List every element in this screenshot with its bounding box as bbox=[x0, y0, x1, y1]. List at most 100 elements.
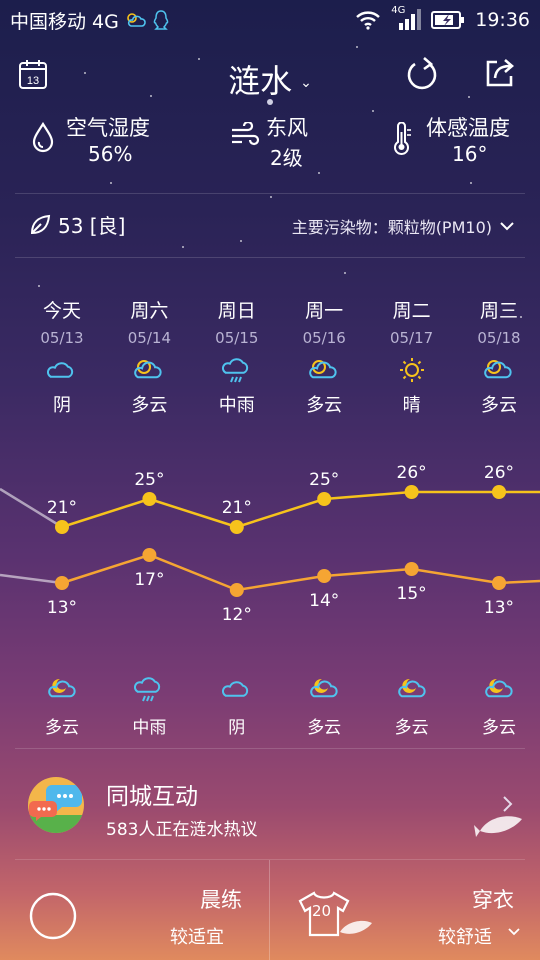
day-weather: 晴 bbox=[402, 395, 421, 416]
day-date: 05/14 bbox=[127, 329, 171, 347]
exercise-tile[interactable]: 晨练 较适宜 bbox=[0, 860, 269, 960]
fish-decoration-icon bbox=[474, 816, 522, 837]
metric-label: 东风 bbox=[266, 116, 308, 140]
share-button[interactable] bbox=[483, 56, 517, 94]
rain-icon bbox=[221, 358, 248, 383]
aqi-value: 53 [良] bbox=[58, 214, 126, 238]
clothing-title: 穿衣 bbox=[472, 888, 514, 912]
metric-label: 空气湿度 bbox=[66, 116, 150, 140]
wifi-icon bbox=[356, 11, 381, 30]
low-temp-line-point bbox=[142, 548, 157, 562]
chevron-right-icon bbox=[503, 796, 513, 812]
weather-status-icon bbox=[127, 13, 146, 27]
day-name: 周六 bbox=[130, 300, 169, 322]
day-weather: 阴 bbox=[53, 395, 71, 416]
refresh-icon bbox=[407, 57, 437, 90]
forecast-day[interactable]: 周三 05/18 多云 bbox=[454, 296, 540, 417]
pollutant-label: 主要污染物：颗粒物(PM10) bbox=[291, 218, 492, 237]
low-temp-line-label: 17° bbox=[134, 570, 164, 590]
humidity-drop-icon bbox=[32, 122, 54, 153]
low-temp-line-point bbox=[492, 576, 506, 590]
forecast-day[interactable]: 周一 05/16 多云 bbox=[279, 296, 369, 417]
high-temp-line-point bbox=[142, 492, 157, 506]
forecast-night: 多云 bbox=[279, 676, 369, 738]
city-selector[interactable]: 涟水 ⌄ bbox=[0, 56, 540, 102]
high-temp-line-label: 26° bbox=[397, 463, 427, 483]
share-icon bbox=[486, 59, 514, 87]
high-temp-line-label: 21° bbox=[222, 498, 252, 518]
pollutant-dropdown[interactable]: 主要污染物：颗粒物(PM10) bbox=[292, 214, 514, 238]
battery-icon bbox=[431, 11, 465, 29]
community-card[interactable]: 同城互动 583人正在涟水热议 bbox=[0, 775, 540, 859]
vertical-divider bbox=[269, 860, 270, 960]
partly-cloudy-night-icon bbox=[485, 678, 513, 698]
clock: 19:36 bbox=[475, 9, 530, 31]
partly-cloudy-icon bbox=[134, 360, 162, 379]
divider bbox=[15, 193, 525, 194]
metric-value: 56% bbox=[88, 142, 133, 166]
day-date: 05/16 bbox=[302, 329, 346, 347]
day-date: 05/13 bbox=[40, 329, 84, 347]
clothing-tile[interactable]: 20 穿衣 较舒适 bbox=[270, 860, 540, 960]
forecast-night: 中雨 bbox=[104, 676, 194, 738]
thermometer-icon bbox=[394, 122, 411, 155]
forecast-day[interactable]: 今天 05/13 阴 bbox=[17, 296, 107, 417]
community-title: 同城互动 bbox=[106, 784, 198, 810]
calendar-day: 13 bbox=[27, 75, 39, 87]
day-name: 周一 bbox=[305, 300, 344, 322]
chat-bubbles-icon bbox=[28, 785, 84, 833]
current-metrics: 空气湿度 56% 东风 2级 体感温度 16° bbox=[0, 112, 540, 172]
forecast-day[interactable]: 周日 05/15 中雨 bbox=[192, 296, 282, 417]
night-weather: 多云 bbox=[45, 718, 79, 738]
day-weather: 多云 bbox=[306, 395, 343, 416]
partly-cloudy-night-icon bbox=[397, 678, 426, 698]
low-temp-line-lead bbox=[0, 573, 63, 585]
calendar-button[interactable]: 13 bbox=[18, 58, 48, 94]
divider bbox=[15, 257, 525, 258]
exercise-value: 较适宜 bbox=[170, 927, 224, 948]
community-avatar bbox=[28, 777, 84, 833]
divider bbox=[15, 748, 525, 749]
high-temp-line-lead bbox=[0, 487, 63, 529]
day-weather: 多云 bbox=[131, 395, 168, 416]
low-temp-line-label: 13° bbox=[47, 598, 77, 618]
day-name: 周二 bbox=[392, 300, 431, 322]
high-temp-line-label: 25° bbox=[309, 470, 339, 490]
aqi-summary[interactable]: 53 [良] bbox=[28, 210, 125, 239]
refresh-button[interactable] bbox=[405, 56, 439, 96]
forecast-day[interactable]: 周二 05/17 晴 bbox=[367, 296, 457, 417]
partly-cloudy-icon bbox=[309, 360, 337, 379]
status-bar: 中国移动 4G 4G bbox=[0, 0, 540, 40]
partly-cloudy-night-icon bbox=[310, 678, 338, 698]
tshirt-icon bbox=[298, 891, 350, 937]
low-temp-line-label: 12° bbox=[222, 605, 252, 625]
high-temp-line-point bbox=[404, 485, 419, 499]
day-name: 周日 bbox=[217, 300, 256, 322]
high-temp-line-label: 26° bbox=[484, 463, 514, 483]
clothing-temp: 20 bbox=[312, 902, 332, 920]
night-weather: 多云 bbox=[394, 718, 429, 738]
high-temp-line bbox=[61, 490, 540, 529]
qq-icon bbox=[153, 10, 169, 30]
calendar-icon: 13 bbox=[19, 60, 47, 89]
exercise-icon bbox=[29, 892, 77, 940]
day-date: 05/17 bbox=[389, 329, 434, 347]
day-name: 今天 bbox=[42, 300, 81, 322]
leaf-icon bbox=[30, 214, 51, 234]
cloudy-icon bbox=[47, 362, 74, 378]
low-temp-line-point bbox=[229, 583, 244, 597]
low-temp-line-point bbox=[404, 562, 419, 576]
partly-cloudy-icon bbox=[484, 360, 512, 379]
forecast-night: 多云 bbox=[454, 676, 540, 738]
clothing-value: 较舒适 bbox=[438, 927, 492, 948]
metric-label: 体感温度 bbox=[426, 116, 510, 140]
forecast-day[interactable]: 周六 05/14 多云 bbox=[104, 296, 194, 417]
high-temp-line-label: 25° bbox=[134, 470, 164, 490]
cloudy-icon bbox=[221, 681, 248, 697]
exercise-title: 晨练 bbox=[200, 888, 242, 912]
temperature-chart: 21° 25° 21° 25° 26° 26° 13° 17° 12° 14° 15° 13° bbox=[0, 463, 540, 625]
high-temp-line-point bbox=[229, 520, 244, 534]
night-weather: 多云 bbox=[482, 718, 516, 738]
signal-icon: 4G bbox=[391, 5, 422, 31]
metric-value: 16° bbox=[452, 142, 488, 166]
